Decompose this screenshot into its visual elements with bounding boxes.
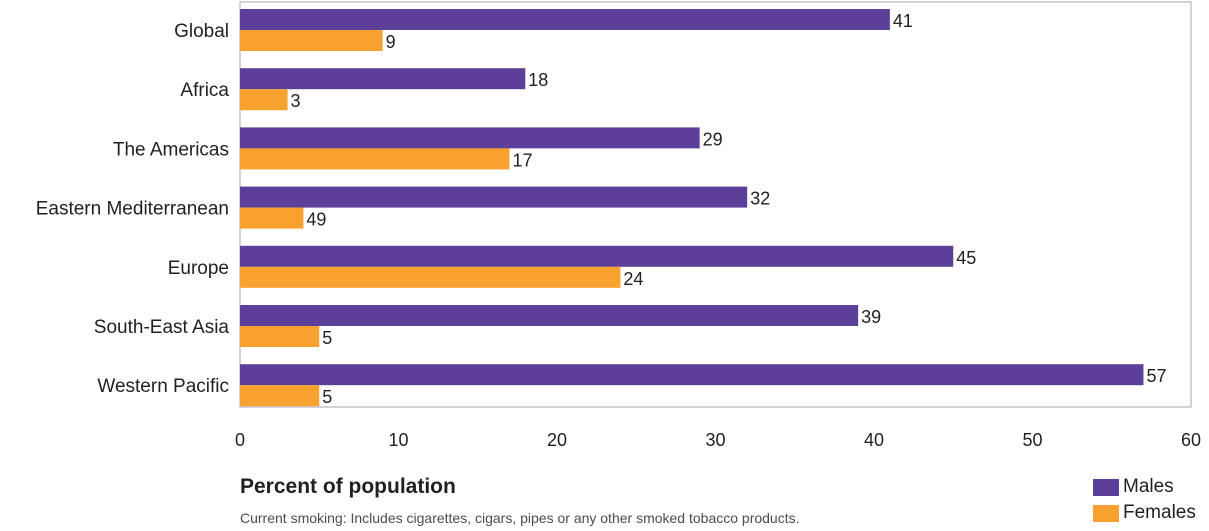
bar-females-europe [240, 266, 621, 288]
x-tick-label-20: 20 [547, 430, 567, 450]
legend-swatch-females [1093, 504, 1119, 522]
category-label-the-americas: The Americas [113, 139, 229, 160]
value-label-males-global: 41 [893, 11, 913, 31]
bar-females-south-east-asia [240, 326, 320, 347]
bar-males-western-pacific [240, 364, 1144, 386]
x-tick-label-40: 40 [864, 430, 884, 450]
value-label-females-europe: 24 [623, 269, 643, 289]
category-label-eastern-mediterranean: Eastern Mediterranean [36, 199, 229, 220]
value-label-males-eastern-mediterranean: 32 [750, 189, 770, 209]
legend: Males Females [1093, 474, 1196, 526]
value-label-females-the-americas: 17 [512, 150, 532, 170]
value-label-males-europe: 45 [956, 248, 976, 268]
legend-swatch-males [1093, 478, 1119, 496]
bar-males-europe [240, 245, 954, 267]
bar-females-africa [240, 89, 288, 111]
category-label-western-pacific: Western Pacific [97, 376, 229, 397]
x-tick-label-10: 10 [388, 430, 408, 450]
value-label-females-global: 9 [386, 32, 396, 52]
bar-males-africa [240, 68, 526, 90]
value-label-females-western-pacific: 5 [322, 387, 332, 407]
category-label-global: Global [174, 21, 229, 42]
value-label-males-the-americas: 29 [703, 129, 723, 149]
x-axis-title: Percent of population [240, 475, 456, 498]
value-label-females-africa: 3 [291, 91, 301, 111]
category-label-europe: Europe [168, 258, 229, 279]
bar-males-the-americas [240, 127, 700, 149]
chart-caption: Current smoking: Includes cigarettes, ci… [240, 510, 800, 526]
value-label-females-south-east-asia: 5 [322, 328, 332, 348]
value-label-males-africa: 18 [528, 70, 548, 90]
legend-label-males: Males [1123, 476, 1174, 497]
bar-males-global [240, 9, 890, 30]
x-tick-label-60: 60 [1181, 430, 1201, 450]
bar-males-eastern-mediterranean [240, 186, 748, 208]
legend-item-females: Females [1093, 500, 1196, 526]
x-tick-label-0: 0 [235, 430, 245, 450]
x-tick-label-30: 30 [705, 430, 725, 450]
bar-females-the-americas [240, 148, 510, 170]
value-label-males-western-pacific: 57 [1146, 366, 1166, 386]
bar-females-eastern-mediterranean [240, 207, 304, 229]
bar-males-south-east-asia [240, 305, 859, 326]
bar-females-western-pacific [240, 385, 320, 407]
x-tick-label-50: 50 [1022, 430, 1042, 450]
bar-females-global [240, 30, 383, 51]
value-label-females-eastern-mediterranean: 49 [306, 210, 326, 230]
category-label-south-east-asia: South-East Asia [94, 317, 230, 338]
legend-label-females: Females [1123, 502, 1196, 523]
value-label-males-south-east-asia: 39 [861, 307, 881, 327]
legend-item-males: Males [1093, 474, 1196, 500]
bar-chart: Global Africa The Americas Eastern Mediterr… [36, 1, 1201, 450]
category-label-africa: Africa [180, 80, 229, 101]
